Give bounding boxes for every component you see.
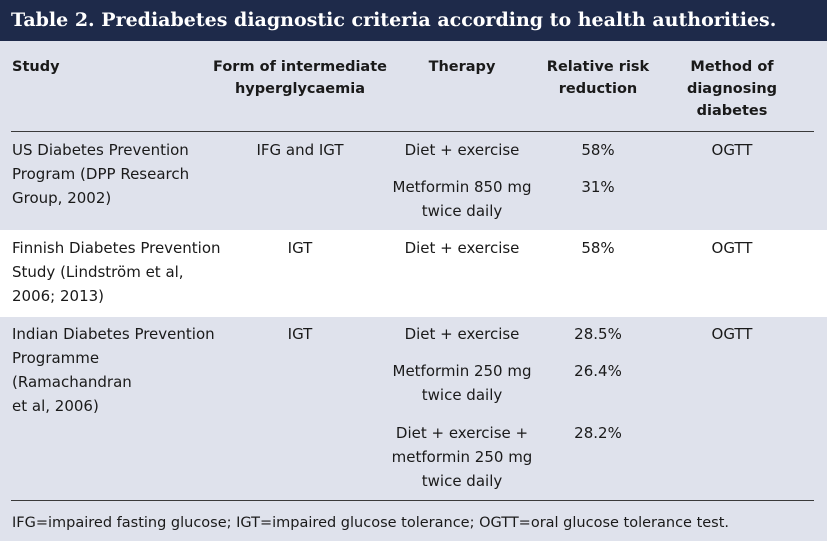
- table-row: Finnish Diabetes Prevention Study (Linds…: [0, 230, 827, 317]
- row1-rrr-2: 31%: [581, 178, 615, 196]
- header-method: Method of diagnosing diabetes: [672, 56, 792, 122]
- row3-study-line3: et al, 2006): [12, 397, 99, 415]
- row3-therapy-2: Metformin 250 mg twice daily: [382, 359, 542, 407]
- row2-study-line1: Finnish Diabetes Prevention: [12, 239, 221, 257]
- row3-therapy-3-line1: Diet + exercise +: [395, 424, 529, 442]
- header-rrr-line1: Relative risk: [546, 59, 650, 75]
- row3-study-line1: Indian Diabetes Prevention: [12, 325, 215, 343]
- row3-therapy-1: Diet + exercise: [404, 325, 520, 343]
- row1-study-line3: Group, 2002): [12, 189, 112, 207]
- row2-rrr-1: 58%: [581, 239, 615, 257]
- row3-therapy-3: Diet + exercise + metformin 250 mg twice…: [382, 421, 542, 493]
- row3-study: Indian Diabetes Prevention Programme (Ra…: [12, 322, 222, 418]
- row3-method: OGTT: [711, 325, 753, 343]
- header-therapy-text: Therapy: [428, 59, 496, 75]
- header-form-line1: Form of intermediate: [213, 59, 387, 75]
- row3-form: IGT: [287, 325, 313, 343]
- row3-study-line2: Programme (Ramachandran: [12, 349, 132, 391]
- row1-therapy-2-line2: twice daily: [421, 202, 503, 220]
- row3-therapy-2-line1: Metformin 250 mg: [392, 362, 532, 380]
- header-rrr-line2: reduction: [558, 81, 638, 97]
- row3-therapy-3-line3: twice daily: [421, 472, 503, 490]
- row2-method: OGTT: [711, 239, 753, 257]
- table-header: Study Form of intermediate hyperglycaemi…: [0, 0, 827, 132]
- row3-rrr-2: 26.4%: [574, 362, 622, 380]
- header-study-text: Study: [12, 59, 60, 75]
- header-method-line2: diagnosing: [686, 81, 778, 97]
- row1-therapy-2-line1: Metformin 850 mg: [392, 178, 532, 196]
- row1-therapy-1: Diet + exercise: [404, 141, 520, 159]
- row1-method: OGTT: [711, 141, 753, 159]
- row2-study-line2: Study (Lindström et al,: [12, 263, 184, 281]
- row2-therapy-1: Diet + exercise: [404, 239, 520, 257]
- header-study: Study: [12, 56, 192, 78]
- header-rrr: Relative risk reduction: [533, 56, 663, 100]
- row1-study: US Diabetes Prevention Program (DPP Rese…: [12, 138, 222, 210]
- row3-rrr-3: 28.2%: [574, 424, 622, 442]
- row3-therapy-3-line2: metformin 250 mg: [391, 448, 533, 466]
- row1-rrr-1: 58%: [581, 141, 615, 159]
- footer-rule: [11, 500, 814, 501]
- header-rule: [11, 131, 814, 132]
- row1-study-line2: Program (DPP Research: [12, 165, 190, 183]
- row3-therapy-2-line2: twice daily: [421, 386, 503, 404]
- header-form: Form of intermediate hyperglycaemia: [205, 56, 395, 100]
- table-footnote: IFG=impaired fasting glucose; IGT=impair…: [12, 515, 730, 531]
- header-method-line1: Method of: [690, 59, 774, 75]
- table-title: Table 2. Prediabetes diagnostic criteria…: [0, 0, 827, 41]
- table-row: Indian Diabetes Prevention Programme (Ra…: [0, 317, 827, 500]
- header-method-line3: diabetes: [696, 103, 768, 119]
- row3-rrr-1: 28.5%: [574, 325, 622, 343]
- table-row: US Diabetes Prevention Program (DPP Rese…: [0, 132, 827, 230]
- row1-form: IFG and IGT: [256, 141, 344, 159]
- header-therapy: Therapy: [392, 56, 532, 78]
- header-form-line2: hyperglycaemia: [234, 81, 366, 97]
- row1-study-line1: US Diabetes Prevention: [12, 141, 189, 159]
- row1-therapy-2: Metformin 850 mg twice daily: [382, 175, 542, 223]
- row2-form: IGT: [287, 239, 313, 257]
- row2-study-line3: 2006; 2013): [12, 287, 105, 305]
- row2-study: Finnish Diabetes Prevention Study (Linds…: [12, 236, 222, 308]
